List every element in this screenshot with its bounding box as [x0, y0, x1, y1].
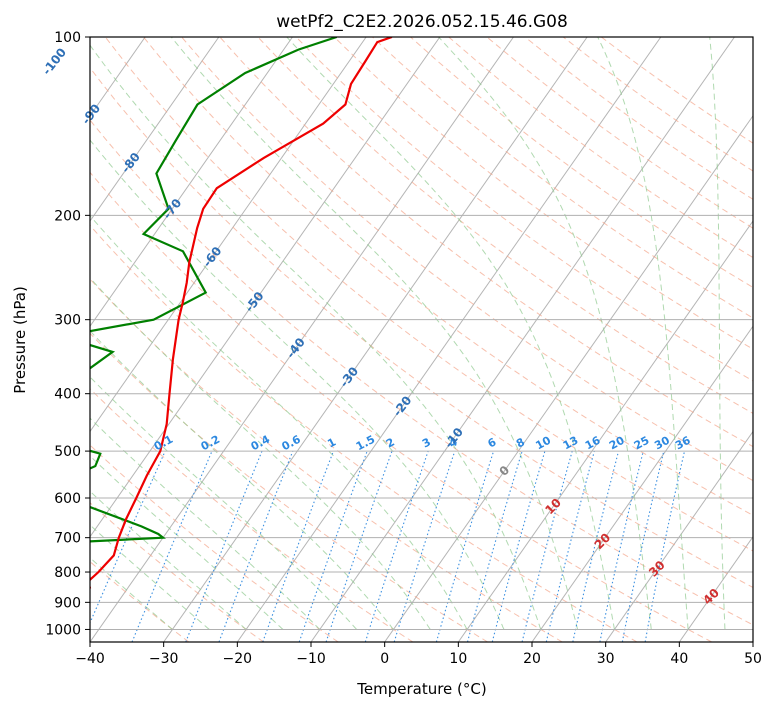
dry-adiabat-line — [257, 37, 753, 414]
mixing-ratio-line — [545, 450, 595, 642]
dry-adiabat-line — [90, 119, 753, 626]
y-tick-label: 900 — [54, 595, 81, 611]
mixing-ratio-label: 13 — [561, 434, 581, 453]
moist-adiabat-line — [597, 37, 689, 630]
mixing-ratio-line — [90, 450, 166, 625]
isotherm-line — [90, 37, 293, 328]
dry-adiabat-line — [104, 37, 753, 552]
dry-adiabat-line — [219, 37, 753, 448]
moist-adiabat-line — [90, 330, 394, 630]
x-tick-label: 30 — [597, 651, 615, 667]
mixing-ratio-label: 25 — [632, 434, 652, 453]
mixing-ratio-label: 30 — [652, 434, 672, 453]
mixing-ratio-line — [599, 450, 644, 642]
mixing-ratio-label: 36 — [673, 434, 693, 453]
mixing-ratio-line — [435, 450, 495, 642]
isotherm-line — [678, 535, 753, 642]
isotherm-line — [90, 37, 514, 642]
mixing-ratio-line — [298, 450, 368, 642]
x-tick-label: 50 — [744, 651, 762, 667]
y-tick-label: 800 — [54, 565, 81, 581]
mixing-ratio-line — [364, 450, 429, 642]
y-axis-label: Pressure (hPa) — [11, 286, 29, 394]
y-tick-label: 700 — [54, 531, 81, 547]
background-lines — [90, 37, 753, 642]
isotherm-line — [90, 37, 441, 538]
mixing-ratio-line — [131, 450, 213, 642]
y-tick-label: 100 — [54, 30, 81, 46]
y-tick-label: 300 — [54, 313, 81, 329]
isotherm-line — [384, 114, 753, 642]
pressure-gridlines — [90, 37, 753, 630]
mixing-ratio-line — [325, 450, 393, 642]
y-tick-label: 400 — [54, 387, 81, 403]
dry-adiabat-line — [143, 37, 753, 516]
dry-adiabat-line — [90, 171, 712, 642]
y-tick-label: 500 — [54, 444, 81, 460]
moist-adiabat-line — [90, 490, 247, 630]
x-tick-label: −20 — [223, 651, 253, 667]
moist-adiabat-line — [90, 524, 210, 630]
plot-frame — [89, 36, 754, 643]
isotherm-line — [605, 430, 753, 642]
dewpoint-series-line — [90, 37, 338, 543]
dry-adiabat-line — [90, 388, 414, 642]
moist-adiabat-line — [90, 44, 542, 630]
isotherm-line — [90, 37, 220, 222]
isotherm-line — [457, 220, 753, 642]
y-tick-label: 1000 — [45, 622, 81, 638]
mixing-ratio-line — [185, 450, 263, 642]
isotherm-line — [90, 37, 367, 433]
dry-adiabat-line — [90, 67, 753, 588]
x-tick-label: 40 — [670, 651, 688, 667]
moist-adiabat-line — [709, 37, 726, 630]
y-tick-label: 600 — [54, 491, 81, 507]
mixing-ratio-line — [572, 450, 620, 642]
y-tick-label: 200 — [54, 208, 81, 224]
moist-adiabat-line — [90, 214, 468, 630]
mixing-ratio-label: 16 — [583, 434, 603, 453]
moist-adiabat-line — [90, 277, 431, 630]
moist-adiabat-line — [286, 37, 615, 630]
moist-adiabat-line — [170, 37, 579, 630]
dry-adiabat-line — [90, 278, 563, 642]
x-tick-label: −10 — [296, 651, 326, 667]
mixing-ratio-label: 20 — [607, 434, 627, 453]
temperature-series-line — [90, 37, 393, 589]
dry-adiabat-line — [90, 502, 264, 642]
mixing-ratio-line — [218, 450, 294, 642]
x-tick-label: −40 — [75, 651, 105, 667]
x-tick-label: 10 — [449, 651, 467, 667]
x-tick-label: −30 — [149, 651, 179, 667]
y-axis: 100 200 300 400 500 600 700 800 900 1000 — [45, 30, 90, 638]
chart-title: wetPf2_C2E2.2026.052.15.46.G08 — [276, 12, 568, 32]
mixing-ratio-line — [393, 450, 456, 642]
moist-adiabat-line — [90, 376, 357, 630]
dry-adiabat-line — [90, 224, 638, 642]
isotherm-line — [236, 37, 662, 642]
mixing-ratio-line — [262, 450, 334, 642]
moist-adiabat-line — [90, 455, 284, 630]
mixing-ratio-label: 10 — [533, 434, 553, 453]
moist-adiabat-line — [90, 556, 173, 630]
dry-adiabat-line — [90, 332, 488, 642]
dry-adiabat-line — [410, 37, 753, 289]
x-tick-label: 20 — [523, 651, 541, 667]
mixing-ratio-line — [491, 450, 546, 642]
x-axis: −40 −30 −20 −10 0 10 20 30 40 50 — [75, 642, 762, 667]
moist-adiabat-line — [90, 417, 321, 630]
sounding-profiles — [90, 37, 393, 589]
x-axis-label: Temperature (°C) — [356, 680, 486, 698]
moist-adiabat-line — [438, 37, 652, 630]
isotherm-line — [310, 37, 735, 642]
isotherm-line — [163, 37, 588, 642]
x-tick-label: 0 — [380, 651, 389, 667]
mixing-ratio-line — [521, 450, 573, 642]
moist-adiabat-line — [90, 139, 505, 630]
mixing-ratio-line — [466, 450, 523, 642]
isotherm-line — [531, 325, 753, 642]
dry-adiabat-line — [295, 37, 753, 382]
